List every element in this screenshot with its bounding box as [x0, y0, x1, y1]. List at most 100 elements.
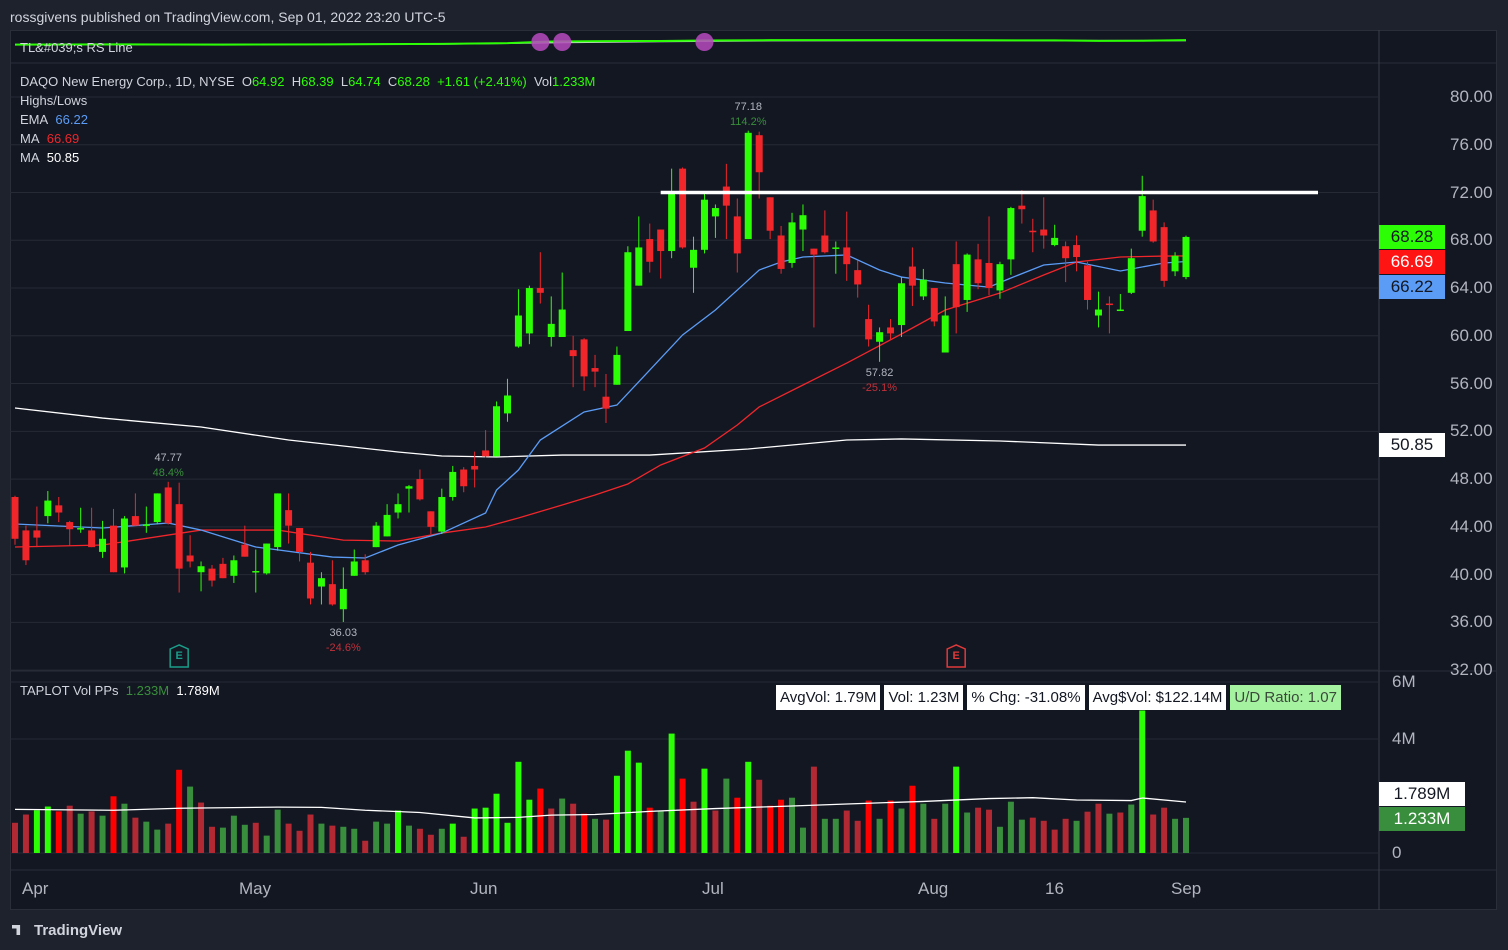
volume-bar [165, 823, 172, 853]
candle-body [88, 530, 96, 548]
earnings-marker-label[interactable]: E [175, 650, 183, 662]
candle-body [77, 528, 85, 530]
volume-bar [230, 815, 237, 853]
candle-body [755, 135, 763, 173]
vol-label: Vol [533, 74, 553, 89]
ma50-value: 66.69 [46, 131, 80, 146]
candle [317, 572, 325, 605]
ma50-legend[interactable]: MA 66.69 [20, 131, 79, 146]
candle [788, 212, 796, 268]
candle-body [306, 562, 314, 599]
ema-line [14, 254, 1187, 559]
volume-bar [1018, 819, 1025, 853]
stat-vol: Vol: 1.23M [884, 685, 964, 710]
high-low-price-label: 77.18 [734, 100, 762, 113]
volume-bar [876, 818, 883, 853]
candle-body [22, 530, 30, 561]
candle-body [372, 525, 380, 548]
price-tick-label: 40.00 [1450, 564, 1493, 584]
candle [186, 535, 194, 568]
candle [1084, 261, 1092, 310]
candle-body [711, 208, 719, 217]
time-tick-16: 16 [1045, 879, 1064, 898]
candle [44, 491, 52, 524]
volume-bar [110, 796, 117, 853]
candle-body [55, 505, 63, 513]
volume-tick-label: 6M [1392, 672, 1416, 691]
candle [963, 253, 971, 312]
volume-bar [1139, 710, 1146, 853]
tradingview-logo[interactable]: TradingView [12, 922, 122, 939]
candle-body [1127, 258, 1135, 293]
candle-body [197, 566, 205, 573]
candle [208, 565, 216, 587]
ema-legend[interactable]: EMA 66.22 [20, 112, 88, 127]
rs-line-title: TL&#039;s RS Line [20, 40, 133, 55]
candle-body [350, 561, 358, 576]
candle [952, 241, 960, 334]
candle-body [427, 511, 435, 527]
volume-bar [384, 823, 391, 853]
candle-body [1018, 205, 1026, 210]
candle [449, 465, 457, 501]
candle-body [887, 327, 895, 334]
close-label: C [387, 74, 398, 89]
stat-pct-chg: % Chg: -31.08% [967, 685, 1085, 710]
candle-body [471, 465, 479, 470]
candle [77, 507, 85, 533]
volume-legend[interactable]: TAPLOT Vol PPs 1.233M 1.789M [20, 683, 220, 698]
candle [613, 346, 621, 385]
earnings-marker-icon [169, 644, 189, 668]
candle-body [1040, 229, 1048, 236]
volume-bar [1007, 801, 1014, 853]
candle-body [361, 560, 369, 573]
volume-bar [329, 825, 336, 853]
volume-bar [482, 807, 489, 853]
candle-body [296, 528, 304, 552]
volume-bar [405, 825, 412, 853]
volume-bar [1172, 818, 1179, 853]
volume-bar [307, 814, 314, 853]
volume-bar [832, 818, 839, 853]
symbol-name[interactable]: DAQO New Energy Corp., 1D, NYSE [20, 74, 235, 89]
ma200-legend[interactable]: MA 50.85 [20, 150, 79, 165]
volume-bar [821, 818, 828, 853]
volume-bar [187, 786, 194, 853]
price-tick-label: 64.00 [1450, 278, 1493, 298]
candle [755, 131, 763, 199]
candle-body [274, 493, 282, 548]
low-label: L [340, 74, 349, 89]
volume-bar [55, 811, 62, 853]
candle-body [142, 524, 150, 526]
candle [372, 522, 380, 548]
volume-bar [898, 808, 905, 853]
earnings-marker-label[interactable]: E [952, 650, 960, 662]
candle [99, 520, 107, 558]
ema-label: EMA [20, 112, 49, 127]
volume-bar [986, 809, 993, 853]
candle-body [317, 578, 325, 587]
candle [865, 304, 873, 347]
price-tag: 66.69 [1379, 250, 1445, 274]
candle [733, 198, 741, 273]
volume-bar [198, 802, 205, 853]
volume-bar [942, 803, 949, 853]
volume-bar [931, 818, 938, 853]
volume-bar [646, 807, 653, 853]
candle [591, 354, 599, 388]
candle-body [963, 254, 971, 300]
highs-lows-indicator[interactable]: Highs/Lows [20, 93, 88, 108]
candle-body [996, 264, 1004, 291]
candle-body [11, 496, 19, 539]
candle [996, 261, 1004, 299]
candle [854, 260, 862, 298]
ma50-line [14, 255, 1187, 548]
stat-avg-vol: AvgVol: 1.79M [776, 685, 881, 710]
volume-bar [1117, 812, 1124, 853]
volume-bar [1183, 817, 1190, 853]
volume-bar [1040, 820, 1047, 853]
candle [1051, 224, 1059, 247]
volume-bar [77, 813, 84, 853]
volume-bar [143, 821, 150, 853]
